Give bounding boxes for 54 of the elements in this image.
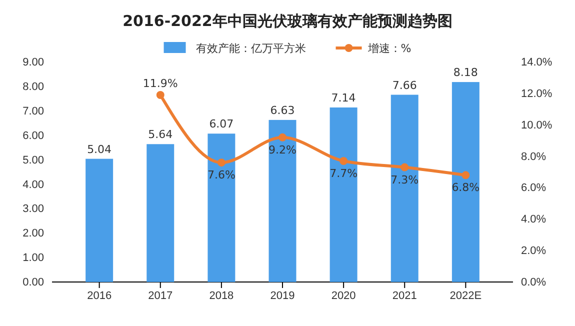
bar [268,120,296,282]
data-label: 9.2% [268,143,296,156]
y2-tick-label: 4.0% [521,214,546,226]
y-tick-label: 4.00 [22,178,44,191]
bar [330,107,358,282]
data-label: 7.7% [330,167,358,180]
legend-label: 增速：% [366,42,412,55]
y2-tick-label: 6.0% [521,182,546,194]
data-label: 5.64 [148,128,173,142]
x-tick-label: 2016 [87,290,112,302]
x-tick-label: 2020 [331,290,356,302]
y-tick-label: 6.00 [22,130,44,142]
bar [86,158,114,282]
y-tick-label: 8.00 [22,80,44,93]
data-label: 6.63 [270,104,295,117]
x-tick-label: 2018 [209,290,234,302]
y2-tick-label: 0.0% [521,276,546,289]
y-tick-label: 0.00 [22,276,44,289]
data-label: 7.66 [392,78,417,92]
y2-tick-label: 10.0% [521,119,552,132]
x-tick-label: 2019 [270,290,295,302]
data-label: 7.6% [207,168,236,182]
y-tick-label: 3.00 [22,203,44,216]
y-tick-label: 5.00 [22,154,44,166]
y2-tick-label: 14.0% [521,56,552,69]
point [462,171,470,180]
bar [208,134,236,282]
data-label: 5.04 [87,142,112,156]
x-tick-label: 2021 [392,290,417,302]
data-label: 6.8% [452,181,480,194]
chart-title: 2016-2022年中国光伏玻璃有效产能预测趋势图 [122,12,452,30]
point [217,158,226,167]
x-tick-label: 2017 [148,290,173,302]
y2-tick-label: 12.0% [521,88,552,100]
bar [146,144,174,282]
point [400,163,409,172]
point [340,157,348,165]
y-tick-label: 7.00 [22,105,44,118]
point [156,91,164,99]
data-label: 6.07 [209,118,234,131]
data-label: 8.18 [453,66,478,80]
y-tick-label: 2.00 [22,228,44,240]
bar [390,94,418,282]
point [278,133,286,142]
x-tick-label: 2022E [450,290,482,302]
data-label: 7.3% [390,173,419,186]
y2-tick-label: 8.0% [521,150,546,163]
bar [452,82,480,282]
y2-tick-label: 2.0% [521,245,546,258]
y-tick-label: 1.00 [22,252,44,264]
data-label: 7.14 [331,91,356,104]
data-label: 11.9% [142,77,178,90]
y-tick-label: 9.00 [22,56,44,69]
legend-label: 有效产能：亿万平方米 [196,42,306,55]
